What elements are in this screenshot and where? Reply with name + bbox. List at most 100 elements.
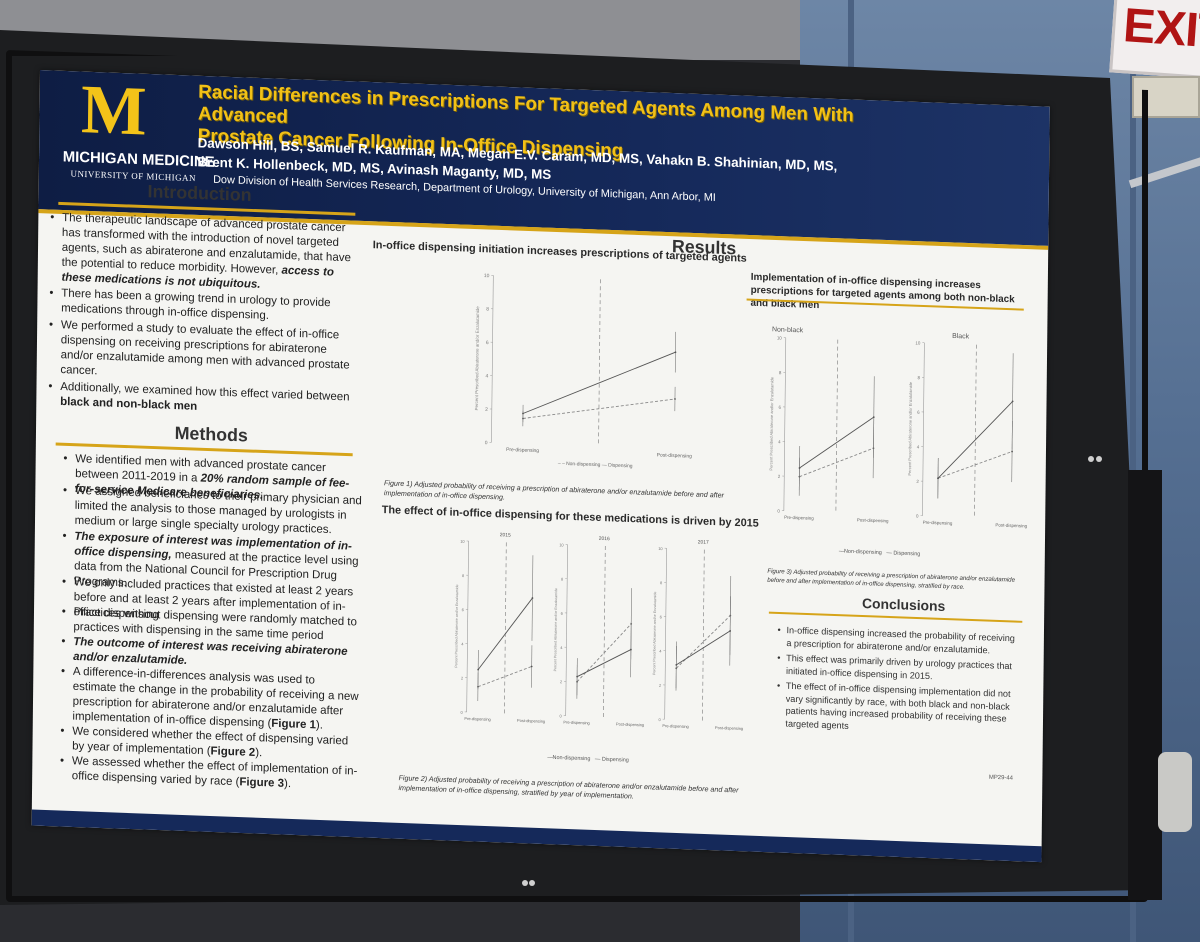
y-tick-label: 4 bbox=[917, 444, 920, 449]
y-axis bbox=[565, 544, 568, 716]
x-tick-label: Post-dispensing bbox=[517, 718, 545, 724]
data-point bbox=[937, 477, 939, 480]
y-axis bbox=[783, 337, 787, 511]
exit-sign-text: EXIT bbox=[1121, 0, 1200, 60]
y-tick-label: 8 bbox=[660, 580, 663, 585]
y-tick-label: 8 bbox=[918, 375, 921, 380]
methods-heading: Methods bbox=[174, 422, 249, 446]
y-tick-label: 8 bbox=[779, 370, 782, 375]
conclusions-heading: Conclusions bbox=[861, 595, 946, 615]
y-tick-label: 6 bbox=[779, 405, 782, 410]
board-edge bbox=[1128, 470, 1162, 900]
panel-title: 2016 bbox=[599, 536, 610, 542]
y-tick-label: 2 bbox=[461, 676, 463, 681]
data-point bbox=[1011, 400, 1014, 403]
push-pin bbox=[1088, 456, 1094, 462]
data-point bbox=[530, 665, 533, 668]
y-axis-label: Percent Prescribed Abiraterone and/or En… bbox=[768, 376, 774, 470]
y-axis-label: Percent Prescribed Abiraterone and/or En… bbox=[454, 584, 459, 667]
y-tick-label: 0 bbox=[559, 713, 562, 718]
implementation-line bbox=[598, 279, 601, 447]
figure2-chart-2016: 0 2 4 6 8 10 Percent Prescribed Abiraterone an… bbox=[553, 536, 644, 728]
implementation-line bbox=[974, 344, 977, 518]
data-point bbox=[872, 416, 875, 418]
y-tick-label: 10 bbox=[460, 539, 465, 544]
panel-title: 2017 bbox=[698, 539, 709, 545]
y-axis bbox=[491, 275, 494, 443]
x-tick-label: Pre-dispensing bbox=[662, 723, 688, 729]
data-point bbox=[630, 648, 632, 651]
data-point bbox=[522, 412, 524, 415]
y-tick-label: 10 bbox=[915, 340, 921, 345]
conclusions-bullet: • The effect of in-office dispensing impl… bbox=[776, 680, 1011, 731]
x-tick-label: Post-dispensing bbox=[616, 721, 644, 727]
data-point bbox=[1011, 450, 1013, 453]
x-tick-label: Pre-dispensing bbox=[464, 716, 490, 722]
y-tick-label: 2 bbox=[560, 679, 562, 684]
series-line-non-dispensing bbox=[576, 623, 632, 683]
figure3-legend: – – Non-dispensing — Dispensing bbox=[838, 548, 921, 558]
michigan-block-m-logo: M bbox=[80, 71, 146, 151]
logo-subtitle: UNIVERSITY OF MICHIGAN bbox=[70, 168, 197, 184]
y-axis-label: Percent Prescribed Abiraterone and/or En… bbox=[553, 588, 558, 671]
figure3-caption: Figure 3) Adjusted probability of receiv… bbox=[767, 567, 1016, 591]
data-point bbox=[477, 668, 480, 671]
series-line-non-dispensing bbox=[522, 398, 676, 419]
x-tick-label: Pre-dispensing bbox=[506, 447, 539, 454]
y-tick-label: 8 bbox=[486, 307, 489, 313]
x-tick-label: Pre-dispensing bbox=[923, 520, 953, 526]
y-tick-label: 2 bbox=[485, 407, 488, 413]
y-tick-label: 4 bbox=[778, 439, 781, 444]
data-point bbox=[576, 675, 579, 678]
data-point bbox=[729, 630, 732, 632]
x-tick-label: Post-dispensing bbox=[857, 517, 889, 523]
panel-title: Black bbox=[952, 333, 970, 341]
y-axis-label: Percent Prescribed Abiraterone and/or En… bbox=[907, 381, 913, 475]
thermostat bbox=[1132, 76, 1200, 118]
implementation-line bbox=[603, 545, 606, 717]
y-tick-label: 2 bbox=[659, 683, 661, 688]
data-point bbox=[674, 398, 676, 400]
implementation-line bbox=[702, 549, 705, 721]
research-poster: M MICHIGAN MEDICINE UNIVERSITY OF MICHIG… bbox=[31, 70, 1050, 863]
y-tick-label: 6 bbox=[486, 340, 489, 346]
figure2-caption: Figure 2) Adjusted probability of receiv… bbox=[398, 773, 739, 801]
data-point bbox=[531, 597, 534, 599]
y-tick-label: 4 bbox=[485, 373, 488, 379]
intro-bullet: • We performed a study to evaluate the ef… bbox=[48, 317, 350, 378]
x-tick-label: Pre-dispensing bbox=[784, 515, 814, 521]
exit-sign: EXIT bbox=[1109, 0, 1200, 80]
y-tick-label: 6 bbox=[660, 614, 663, 619]
x-tick-label: Post-dispensing bbox=[657, 452, 692, 459]
door-handle bbox=[1158, 752, 1192, 832]
x-tick-label: Pre-dispensing bbox=[563, 719, 589, 725]
data-point bbox=[675, 663, 678, 666]
figure3-chart-non-black: 0 2 4 6 8 10 Percent Prescribed Abiraterone an… bbox=[768, 326, 889, 523]
figure3-chart-black: 0 2 4 6 8 10 Percent Prescribed Abiraterone an… bbox=[907, 333, 1028, 529]
y-tick-label: 0 bbox=[485, 440, 488, 446]
y-axis bbox=[664, 548, 667, 720]
y-tick-label: 6 bbox=[462, 607, 465, 612]
data-point bbox=[674, 351, 677, 354]
series-line-dispensing bbox=[937, 401, 1013, 479]
push-pin bbox=[1096, 456, 1102, 462]
implementation-line bbox=[835, 339, 839, 513]
x-tick-label: Post-dispensing bbox=[995, 522, 1027, 528]
series-line-dispensing bbox=[522, 351, 676, 414]
chart-legend: – – Non-dispensing — Dispensing bbox=[558, 461, 633, 470]
figure1-chart: 0 2 4 6 8 10 Percent Prescribed Abiraterone an… bbox=[474, 273, 692, 470]
x-tick-label: Post-dispensing bbox=[715, 725, 743, 731]
figure2-chart-2015: 0 2 4 6 8 10 Percent Prescribed Abiraterone an… bbox=[454, 532, 545, 724]
logo-name: MICHIGAN MEDICINE bbox=[62, 148, 215, 171]
series-line-non-dispensing bbox=[799, 447, 874, 478]
y-tick-label: 0 bbox=[460, 710, 463, 715]
y-tick-label: 2 bbox=[916, 479, 919, 484]
y-tick-label: 2 bbox=[778, 474, 781, 479]
series-line-dispensing bbox=[576, 649, 632, 678]
poster-code: MP29-44 bbox=[988, 774, 1014, 782]
y-axis bbox=[922, 342, 925, 516]
y-tick-label: 10 bbox=[658, 546, 663, 551]
y-tick-label: 6 bbox=[561, 611, 564, 616]
y-tick-label: 0 bbox=[777, 508, 780, 513]
implementation-line bbox=[504, 542, 507, 714]
